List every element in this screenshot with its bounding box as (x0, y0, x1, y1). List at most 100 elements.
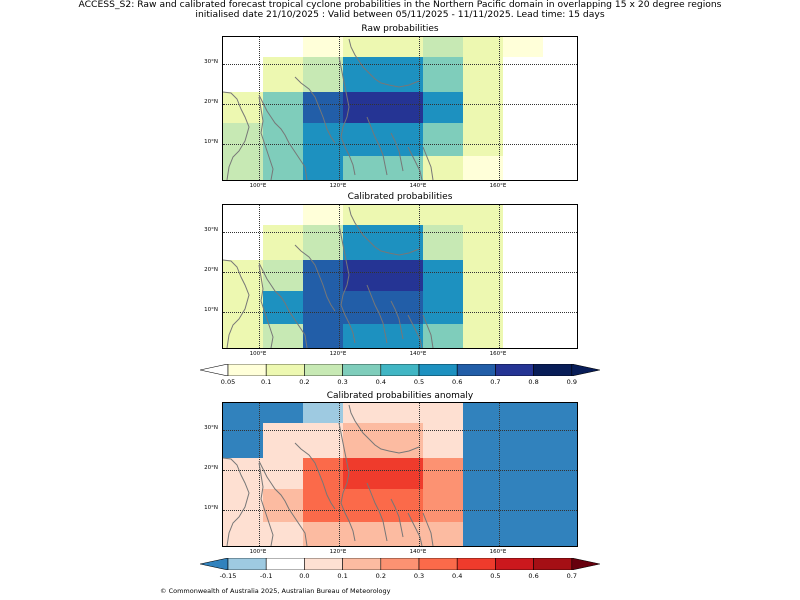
probability-cell (543, 458, 577, 489)
coastline (223, 206, 434, 348)
colorbar-segment (495, 364, 534, 376)
probability-cell (503, 522, 543, 546)
probability-colorbar (200, 364, 600, 376)
latitude-gridline (223, 312, 577, 313)
probability-cell (423, 489, 463, 522)
probability-cell (423, 291, 463, 324)
anomaly-colorbar (200, 558, 600, 570)
latitude-gridline (223, 144, 577, 145)
lon-label: 100°E (249, 183, 267, 189)
colorbar-tick-label: -0.1 (259, 572, 273, 580)
colorbar-segment (304, 558, 343, 570)
probability-cell (383, 489, 423, 522)
probability-cell (383, 205, 423, 225)
probability-cell (263, 423, 303, 458)
raw-panel-title: Raw probabilities (361, 24, 439, 34)
probability-cell (303, 205, 343, 225)
probability-cell (503, 423, 543, 458)
probability-cell (423, 156, 463, 180)
colorbar-tick-label: 0.9 (566, 378, 577, 386)
colorbar-tick-label: 0.7 (566, 572, 577, 580)
probability-cell (383, 403, 423, 423)
probability-cell (303, 37, 343, 57)
probability-cell (263, 403, 303, 423)
colorbar-segment (265, 558, 305, 570)
probability-cell (423, 458, 463, 489)
probability-cell (423, 57, 463, 92)
probability-cell (423, 92, 463, 123)
longitude-gridline (259, 37, 260, 180)
probability-cell (343, 225, 383, 260)
latitude-gridline (223, 232, 577, 233)
probability-cell (463, 225, 503, 260)
probability-cell (383, 37, 423, 57)
colorbar-segment (495, 558, 534, 570)
latitude-gridline (223, 104, 577, 105)
colorbar-segment (342, 558, 382, 570)
probability-cell (303, 324, 343, 348)
longitude-gridline (259, 403, 260, 546)
lat-label: 10°N (204, 307, 218, 313)
probability-cell (303, 123, 343, 156)
colorbar-segment (533, 558, 573, 570)
probability-cell (263, 92, 303, 123)
probability-cell (423, 205, 463, 225)
colorbar-tick-label: 0.6 (528, 572, 539, 580)
lon-label: 120°E (329, 183, 347, 189)
probability-cell (463, 156, 503, 180)
raw-probabilities-map (222, 36, 578, 181)
lat-label: 30°N (204, 425, 218, 431)
longitude-gridline (499, 403, 500, 546)
probability-cell (383, 458, 423, 489)
lon-label: 160°E (489, 549, 507, 555)
colorbar-tick-label: 0.8 (528, 378, 539, 386)
probability-cell (383, 324, 423, 348)
probability-cell (503, 37, 543, 57)
probability-cell (343, 423, 383, 458)
coastline-path (223, 404, 434, 546)
probability-cell (343, 260, 383, 291)
lon-label: 120°E (329, 351, 347, 357)
longitude-gridline (339, 37, 340, 180)
longitude-gridline (499, 205, 500, 348)
calibrated-panel-title: Calibrated probabilities (347, 192, 453, 202)
colorbar-tick-label: 0.1 (261, 378, 272, 386)
lon-label: 140°E (409, 351, 427, 357)
anomaly-panel-title: Calibrated probabilities anomaly (326, 391, 474, 401)
probability-cell (463, 423, 503, 458)
probability-cell (423, 423, 463, 458)
probability-cell (263, 260, 303, 291)
probability-cell (223, 522, 263, 546)
probability-cell (383, 156, 423, 180)
colorbar-tick-label: 0.5 (490, 572, 501, 580)
colorbar-over-extension (571, 364, 600, 376)
colorbar-under-extension (200, 558, 229, 570)
lon-label: 140°E (409, 183, 427, 189)
colorbar-tick-label: 0.6 (452, 378, 463, 386)
probability-cell (343, 522, 383, 546)
colorbar-segment (227, 558, 267, 570)
probability-cell (543, 403, 577, 423)
colorbar-tick-label: 0.1 (337, 572, 348, 580)
colorbar-tick-label: 0.2 (375, 572, 386, 580)
lon-label: 160°E (489, 351, 507, 357)
colorbar-tick-label: 0.3 (337, 378, 348, 386)
figure-title: ACCESS_S2: Raw and calibrated forecast t… (78, 0, 722, 10)
colorbar-tick-label: 0.05 (220, 378, 236, 386)
probability-cell (303, 57, 343, 92)
probability-cell (543, 522, 577, 546)
longitude-gridline (419, 403, 420, 546)
colorbar-tick-label: 0.4 (375, 378, 386, 386)
longitude-gridline (419, 37, 420, 180)
probability-cell (303, 489, 343, 522)
probability-cell (503, 489, 543, 522)
colorbar-segment (456, 364, 496, 376)
latitude-gridline (223, 470, 577, 471)
lon-label: 100°E (249, 351, 267, 357)
colorbar-tick-label: 0.2 (299, 378, 310, 386)
probability-cell (383, 123, 423, 156)
probability-cell (503, 403, 543, 423)
probability-cell (543, 489, 577, 522)
probability-cell (223, 123, 263, 156)
lat-label: 10°N (204, 505, 218, 511)
